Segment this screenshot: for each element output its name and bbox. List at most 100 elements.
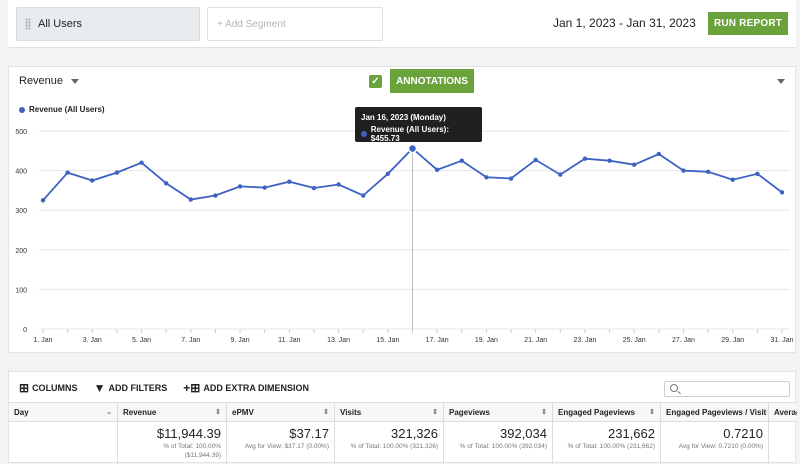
filters-label: ADD FILTERS <box>108 383 168 393</box>
total-revenue: $11,944.39 % of Total: 100.00% ($11,944.… <box>118 422 227 464</box>
x-tick-label: 7. Jan <box>181 337 200 344</box>
y-tick-label: 300 <box>15 208 27 215</box>
columns-icon: ⊞ <box>19 381 30 395</box>
run-report-button[interactable]: RUN REPORT <box>708 12 788 35</box>
chart-legend[interactable]: Revenue (All Users) <box>19 105 105 114</box>
annotations-button[interactable]: ANNOTATIONS <box>390 69 474 93</box>
data-point <box>90 178 95 183</box>
header-day[interactable]: Day ⌄ <box>9 403 118 421</box>
data-point <box>40 198 46 203</box>
columns-label: COLUMNS <box>32 383 78 393</box>
data-point <box>533 157 538 163</box>
total-engaged-pageviews: 231,662 % of Total: 100.00% (231,662) <box>553 422 661 464</box>
metric-label: Revenue <box>19 75 64 87</box>
filter-icon: ▼ <box>93 381 106 395</box>
x-tick-label: 11. Jan <box>278 337 301 344</box>
y-tick-label: 100 <box>15 287 27 294</box>
y-tick-label: 0 <box>23 327 27 334</box>
data-point <box>434 167 440 173</box>
data-point <box>311 185 317 191</box>
total-epmv: $37.17 Avg for View: $37.17 (0.00%) <box>227 422 335 464</box>
header-visits[interactable]: Visits ⇕ <box>335 403 444 421</box>
data-point <box>287 179 292 184</box>
x-tick-label: 31. Jan <box>771 337 794 344</box>
data-point <box>163 181 169 186</box>
data-point <box>656 151 662 157</box>
chevron-down-icon[interactable] <box>777 79 785 84</box>
sort-icon: ⇕ <box>766 408 768 416</box>
annotations-checkbox[interactable]: ✓ <box>369 75 382 88</box>
data-point <box>361 193 366 198</box>
data-point <box>681 168 686 173</box>
x-tick-label: 3. Jan <box>83 337 102 344</box>
table-search-input[interactable] <box>664 381 790 397</box>
table-toolbar: ⊞ COLUMNS ▼ ADD FILTERS +⊞ ADD EXTRA DIM… <box>19 381 325 395</box>
data-point <box>582 156 588 161</box>
x-tick-label: 25. Jan <box>623 337 646 344</box>
data-point <box>632 162 637 167</box>
x-tick-label: 21. Jan <box>524 337 547 344</box>
drag-handle-icon[interactable] <box>25 18 31 30</box>
columns-button[interactable]: ⊞ COLUMNS <box>19 381 78 395</box>
x-tick-label: 15. Jan <box>376 337 399 344</box>
header-epmv[interactable]: ePMV ⇕ <box>227 403 335 421</box>
add-dimension-button[interactable]: +⊞ ADD EXTRA DIMENSION <box>183 381 309 395</box>
segment-label: All Users <box>38 18 83 30</box>
header-engaged-pageviews[interactable]: Engaged Pageviews ⇕ <box>553 403 661 421</box>
data-point <box>188 197 193 202</box>
date-range-picker[interactable]: Jan 1, 2023 - Jan 31, 2023 <box>553 16 717 30</box>
data-point <box>336 182 341 187</box>
legend-dot-icon <box>19 106 25 113</box>
add-filters-button[interactable]: ▼ ADD FILTERS <box>94 381 168 395</box>
data-point <box>730 177 735 182</box>
legend-label: Revenue (All Users) <box>29 105 105 114</box>
sort-icon: ⇕ <box>215 409 221 416</box>
data-point <box>755 171 760 176</box>
header-revenue[interactable]: Revenue ⇕ <box>118 403 227 421</box>
data-point <box>65 170 70 175</box>
data-point <box>705 169 711 174</box>
dimension-label: ADD EXTRA DIMENSION <box>203 383 310 393</box>
x-tick-label: 27. Jan <box>672 337 695 344</box>
table-header: Day ⌄ Revenue ⇕ ePMV ⇕ Visits ⇕ Pageviews ⇕ E… <box>9 402 797 422</box>
sort-icon: ⇕ <box>323 409 329 416</box>
metric-select[interactable]: Revenue <box>19 75 80 87</box>
chart-card: Revenue ✓ ANNOTATIONS Revenue (All Users… <box>8 66 796 353</box>
y-tick-label: 400 <box>15 169 27 176</box>
tooltip-dot-icon <box>361 131 367 137</box>
y-tick-label: 500 <box>15 129 27 136</box>
x-tick-label: 19. Jan <box>475 337 498 344</box>
data-point <box>779 190 785 195</box>
x-tick-label: 17. Jan <box>426 337 449 344</box>
data-point <box>114 170 120 175</box>
total-average <box>769 422 797 464</box>
x-tick-label: 23. Jan <box>573 337 596 344</box>
sort-icon: ⇕ <box>541 409 547 416</box>
segment-all-users[interactable]: All Users <box>16 7 200 41</box>
x-tick-label: 13. Jan <box>327 337 350 344</box>
sort-icon: ⇕ <box>432 409 438 416</box>
header-engaged-per-visit[interactable]: Engaged Pageviews / Visit⇕ <box>661 403 769 421</box>
search-icon <box>670 384 678 392</box>
total-day <box>9 422 118 464</box>
add-column-icon: +⊞ <box>183 381 201 395</box>
date-range-label: Jan 1, 2023 - Jan 31, 2023 <box>553 16 696 30</box>
chevron-down-icon: ⌄ <box>106 409 112 416</box>
data-point <box>139 160 144 165</box>
chevron-down-icon <box>71 78 80 84</box>
table-totals-row: $11,944.39 % of Total: 100.00% ($11,944.… <box>9 422 797 464</box>
add-segment-button[interactable]: + Add Segment <box>207 7 383 41</box>
header-average[interactable]: Average <box>774 407 797 417</box>
tooltip-value: Revenue (All Users): $455.73 <box>370 125 450 143</box>
x-tick-label: 9. Jan <box>231 337 250 344</box>
data-point <box>508 176 514 181</box>
header-pageviews[interactable]: Pageviews ⇕ <box>444 403 553 421</box>
total-visits: 321,326 % of Total: 100.00% (321,326) <box>335 422 444 464</box>
data-point-highlighted <box>407 143 418 154</box>
check-icon: ✓ <box>371 76 380 87</box>
tooltip-date: Jan 16, 2023 (Monday) <box>361 113 446 122</box>
chart-tooltip: Jan 16, 2023 (Monday) Revenue (All Users… <box>355 107 482 143</box>
data-point <box>385 171 391 176</box>
revenue-line-chart[interactable]: 0 100 200 300 400 500 1. Jan 3. Jan 5. Jan 7. Jan… <box>9 67 797 354</box>
y-tick-label: 200 <box>15 248 27 255</box>
